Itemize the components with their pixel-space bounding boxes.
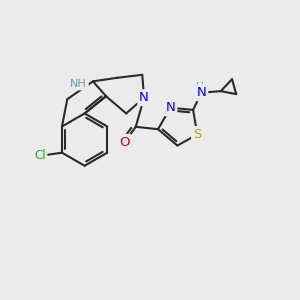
Text: S: S [193,128,201,141]
Text: H: H [196,82,204,92]
Text: N: N [139,91,149,104]
Text: O: O [119,136,130,149]
Text: Cl: Cl [34,148,46,162]
Text: N: N [196,86,206,99]
Text: NH: NH [70,79,87,89]
Text: N: N [166,101,176,114]
